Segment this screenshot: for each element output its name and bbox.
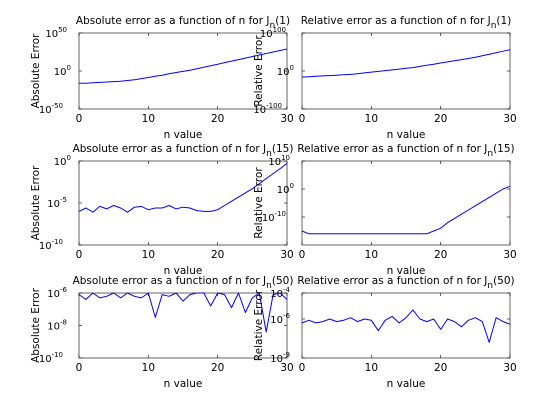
y-tick-label: 10-50 [39,102,63,116]
x-axis-label: n value [387,378,426,390]
x-axis-label: n value [164,265,203,277]
series-line [301,49,511,78]
x-tick-label: 20 [434,113,447,125]
x-tick-label: 10 [365,362,378,374]
x-tick-label: 20 [211,362,224,374]
x-tick-label: 10 [142,362,155,374]
y-tick-label: 100 [277,182,294,196]
x-tick-label: 20 [434,362,447,374]
x-tick-label: 10 [365,113,378,125]
x-axis-label: n value [387,265,426,277]
y-tick-label: 100 [54,64,71,78]
subplot-2: Relative error as a function of n for Jn… [253,15,517,141]
chart-title: Relative error as a function of n for Jn… [301,15,512,31]
series-line [78,292,288,333]
chart-title: Relative error as a function of n for Jn… [297,275,514,291]
y-tick-label: 10-8 [47,319,67,333]
y-tick-label: 10-5 [47,196,67,210]
x-axis-label: n value [164,129,203,141]
x-tick-label: 0 [299,113,306,125]
axes-frame [301,32,511,110]
x-tick-label: 30 [280,362,293,374]
axes-frame [78,160,288,246]
y-tick-label: 10-6 [47,286,67,300]
series-line [301,309,511,343]
x-tick-label: 0 [299,362,306,374]
y-tick-label: 10-10 [39,238,63,252]
x-tick-label: 0 [299,249,306,261]
x-tick-label: 0 [76,249,83,261]
x-tick-label: 10 [365,249,378,261]
x-tick-label: 20 [211,249,224,261]
x-tick-label: 10 [142,249,155,261]
subplot-5: Absolute error as a function of n for Jn… [30,275,294,390]
x-axis-label: n value [164,378,203,390]
x-tick-label: 20 [434,249,447,261]
y-tick-label: 10-10 [39,351,63,365]
y-tick-label: 10-4 [270,286,290,300]
x-tick-label: 30 [503,249,516,261]
x-tick-label: 10 [142,113,155,125]
x-tick-label: 0 [76,113,83,125]
chart-title: Absolute error as a function of n for Jn… [73,275,294,291]
chart-title: Absolute error as a function of n for Jn… [73,143,294,159]
x-tick-label: 20 [211,113,224,125]
y-tick-label: 100 [54,154,71,168]
y-axis-label: Relative Error [253,35,265,107]
x-tick-label: 30 [503,362,516,374]
x-tick-label: 30 [503,113,516,125]
series-line [301,185,511,235]
y-axis-label: Relative Error [253,167,265,239]
y-tick-label: 100 [277,64,294,78]
y-tick-label: 1050 [45,26,67,40]
x-tick-label: 0 [76,362,83,374]
series-line [79,48,288,84]
axes-frame [301,292,511,359]
y-axis-label: Absolute Error [30,287,42,363]
y-axis-label: Absolute Error [30,165,42,241]
x-tick-label: 30 [280,113,293,125]
y-axis-label: Relative Error [253,289,265,361]
x-axis-label: n value [387,129,426,141]
chart-title: Absolute error as a function of n for Jn… [76,15,290,31]
axes-frame [78,292,288,359]
axes-frame [301,160,511,246]
y-axis-label: Absolute Error [30,33,42,109]
chart-title: Relative error as a function of n for Jn… [297,143,514,159]
x-tick-label: 30 [280,249,293,261]
series-line [78,163,288,213]
y-tick-label: 10-6 [270,312,290,326]
